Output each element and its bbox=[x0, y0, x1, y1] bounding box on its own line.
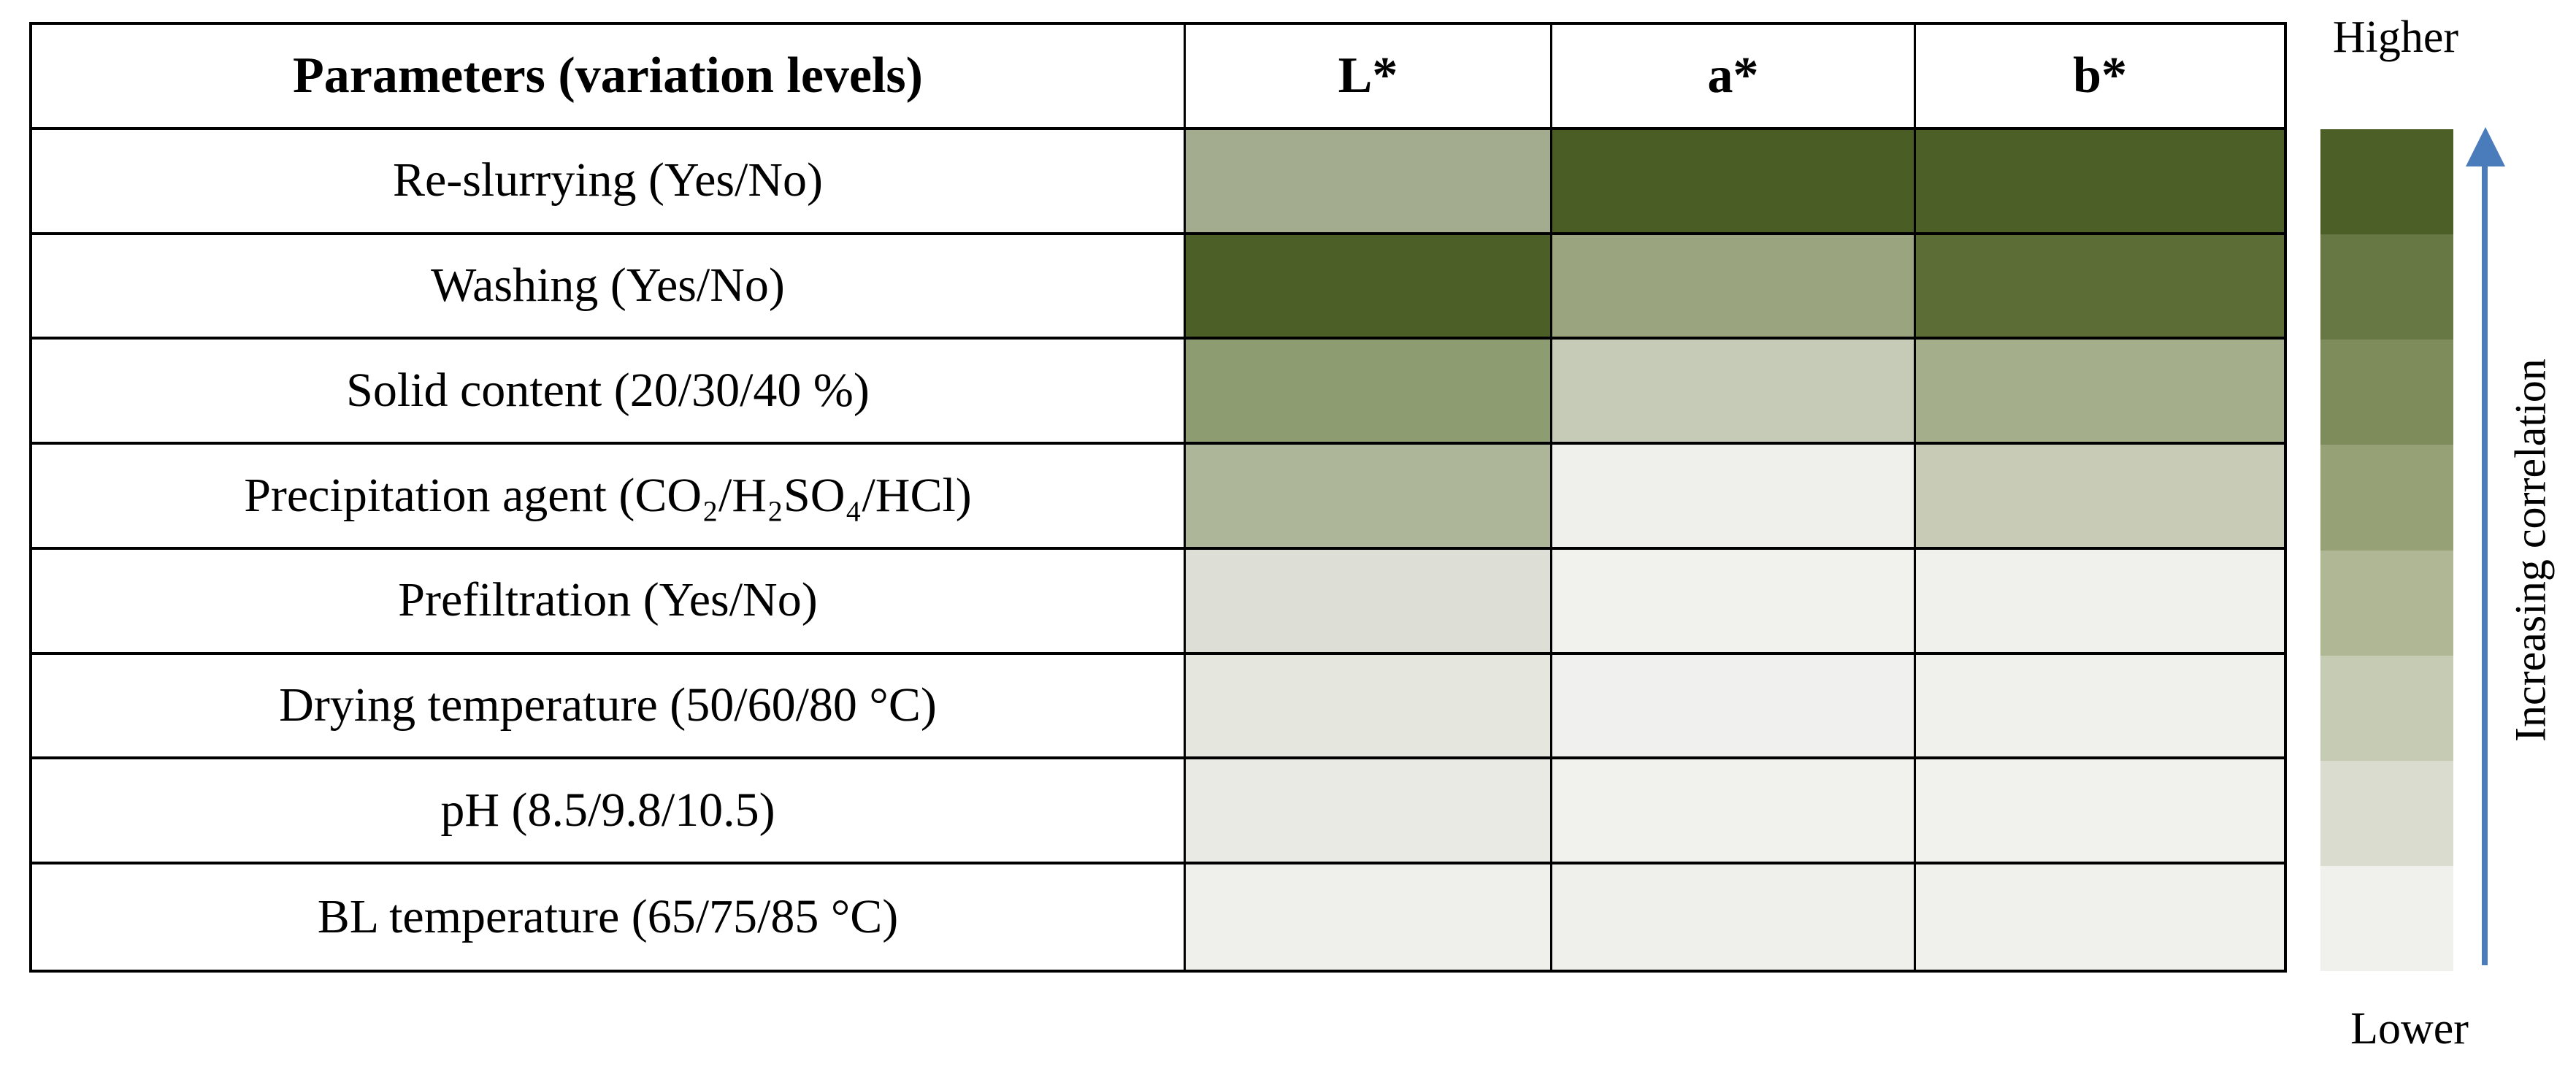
heatmap-cell-bl-temperature-L bbox=[1186, 864, 1552, 970]
legend-axis-label: Increasing correlation bbox=[2506, 359, 2555, 742]
row-label-precipitation-agent: Precipitation agent (CO₂/H₂SO₄/HCl) bbox=[32, 445, 1186, 550]
heatmap-cell-ph-L bbox=[1186, 759, 1552, 865]
row-label-washing: Washing (Yes/No) bbox=[32, 234, 1186, 340]
heatmap-cell-bl-temperature-b bbox=[1916, 864, 2284, 970]
heatmap-cell-washing-L bbox=[1186, 234, 1552, 340]
heatmap-cell-re-slurrying-a bbox=[1552, 129, 1916, 235]
heatmap-cell-re-slurrying-L bbox=[1186, 129, 1552, 235]
row-label-solid-content: Solid content (20/30/40 %) bbox=[32, 340, 1186, 445]
header-col-b: b* bbox=[1916, 25, 2284, 130]
legend-segment-4 bbox=[2320, 445, 2453, 551]
legend-segment-5 bbox=[2320, 550, 2453, 656]
heatmap-cell-prefiltration-b bbox=[1916, 549, 2284, 655]
legend-lower-label: Lower bbox=[2350, 1004, 2469, 1054]
row-label-drying-temperature: Drying temperature (50/60/80 °C) bbox=[32, 654, 1186, 760]
heatmap-cell-precipitation-agent-L bbox=[1186, 445, 1552, 550]
heatmap-cell-drying-temperature-a bbox=[1552, 654, 1916, 760]
header-parameters: Parameters (variation levels) bbox=[32, 25, 1186, 130]
heatmap-cell-solid-content-L bbox=[1186, 340, 1552, 445]
heatmap-cell-washing-a bbox=[1552, 234, 1916, 340]
legend-higher-label: Higher bbox=[2332, 12, 2459, 62]
heatmap-cell-prefiltration-L bbox=[1186, 549, 1552, 655]
increasing-correlation-arrow-shaft bbox=[2482, 164, 2488, 965]
heatmap-cell-precipitation-agent-b bbox=[1916, 445, 2284, 550]
heatmap-cell-drying-temperature-b bbox=[1916, 654, 2284, 760]
heatmap-cell-solid-content-b bbox=[1916, 340, 2284, 445]
heatmap-cell-washing-b bbox=[1916, 234, 2284, 340]
row-label-prefiltration: Prefiltration (Yes/No) bbox=[32, 549, 1186, 655]
legend-segment-7 bbox=[2320, 760, 2453, 866]
legend-segment-6 bbox=[2320, 655, 2453, 761]
header-col-L: L* bbox=[1186, 25, 1552, 130]
heatmap-cell-re-slurrying-b bbox=[1916, 129, 2284, 235]
legend-segment-3 bbox=[2320, 340, 2453, 445]
heatmap-cell-ph-b bbox=[1916, 759, 2284, 865]
correlation-table: Parameters (variation levels) L* a* b* R… bbox=[29, 22, 2287, 973]
heatmap-cell-solid-content-a bbox=[1552, 340, 1916, 445]
legend-segment-2 bbox=[2320, 234, 2453, 340]
legend-segment-8 bbox=[2320, 865, 2453, 971]
heatmap-cell-drying-temperature-L bbox=[1186, 654, 1552, 760]
row-label-bl-temperature: BL temperature (65/75/85 °C) bbox=[32, 864, 1186, 970]
increasing-correlation-arrow-head-icon bbox=[2466, 127, 2505, 166]
row-label-re-slurrying: Re-slurrying (Yes/No) bbox=[32, 129, 1186, 235]
header-col-a: a* bbox=[1552, 25, 1916, 130]
heatmap-cell-bl-temperature-a bbox=[1552, 864, 1916, 970]
heatmap-cell-prefiltration-a bbox=[1552, 549, 1916, 655]
heatmap-cell-precipitation-agent-a bbox=[1552, 445, 1916, 550]
heatmap-cell-ph-a bbox=[1552, 759, 1916, 865]
row-label-ph: pH (8.5/9.8/10.5) bbox=[32, 759, 1186, 865]
legend-segment-1 bbox=[2320, 129, 2453, 235]
legend-color-scale bbox=[2320, 129, 2453, 971]
